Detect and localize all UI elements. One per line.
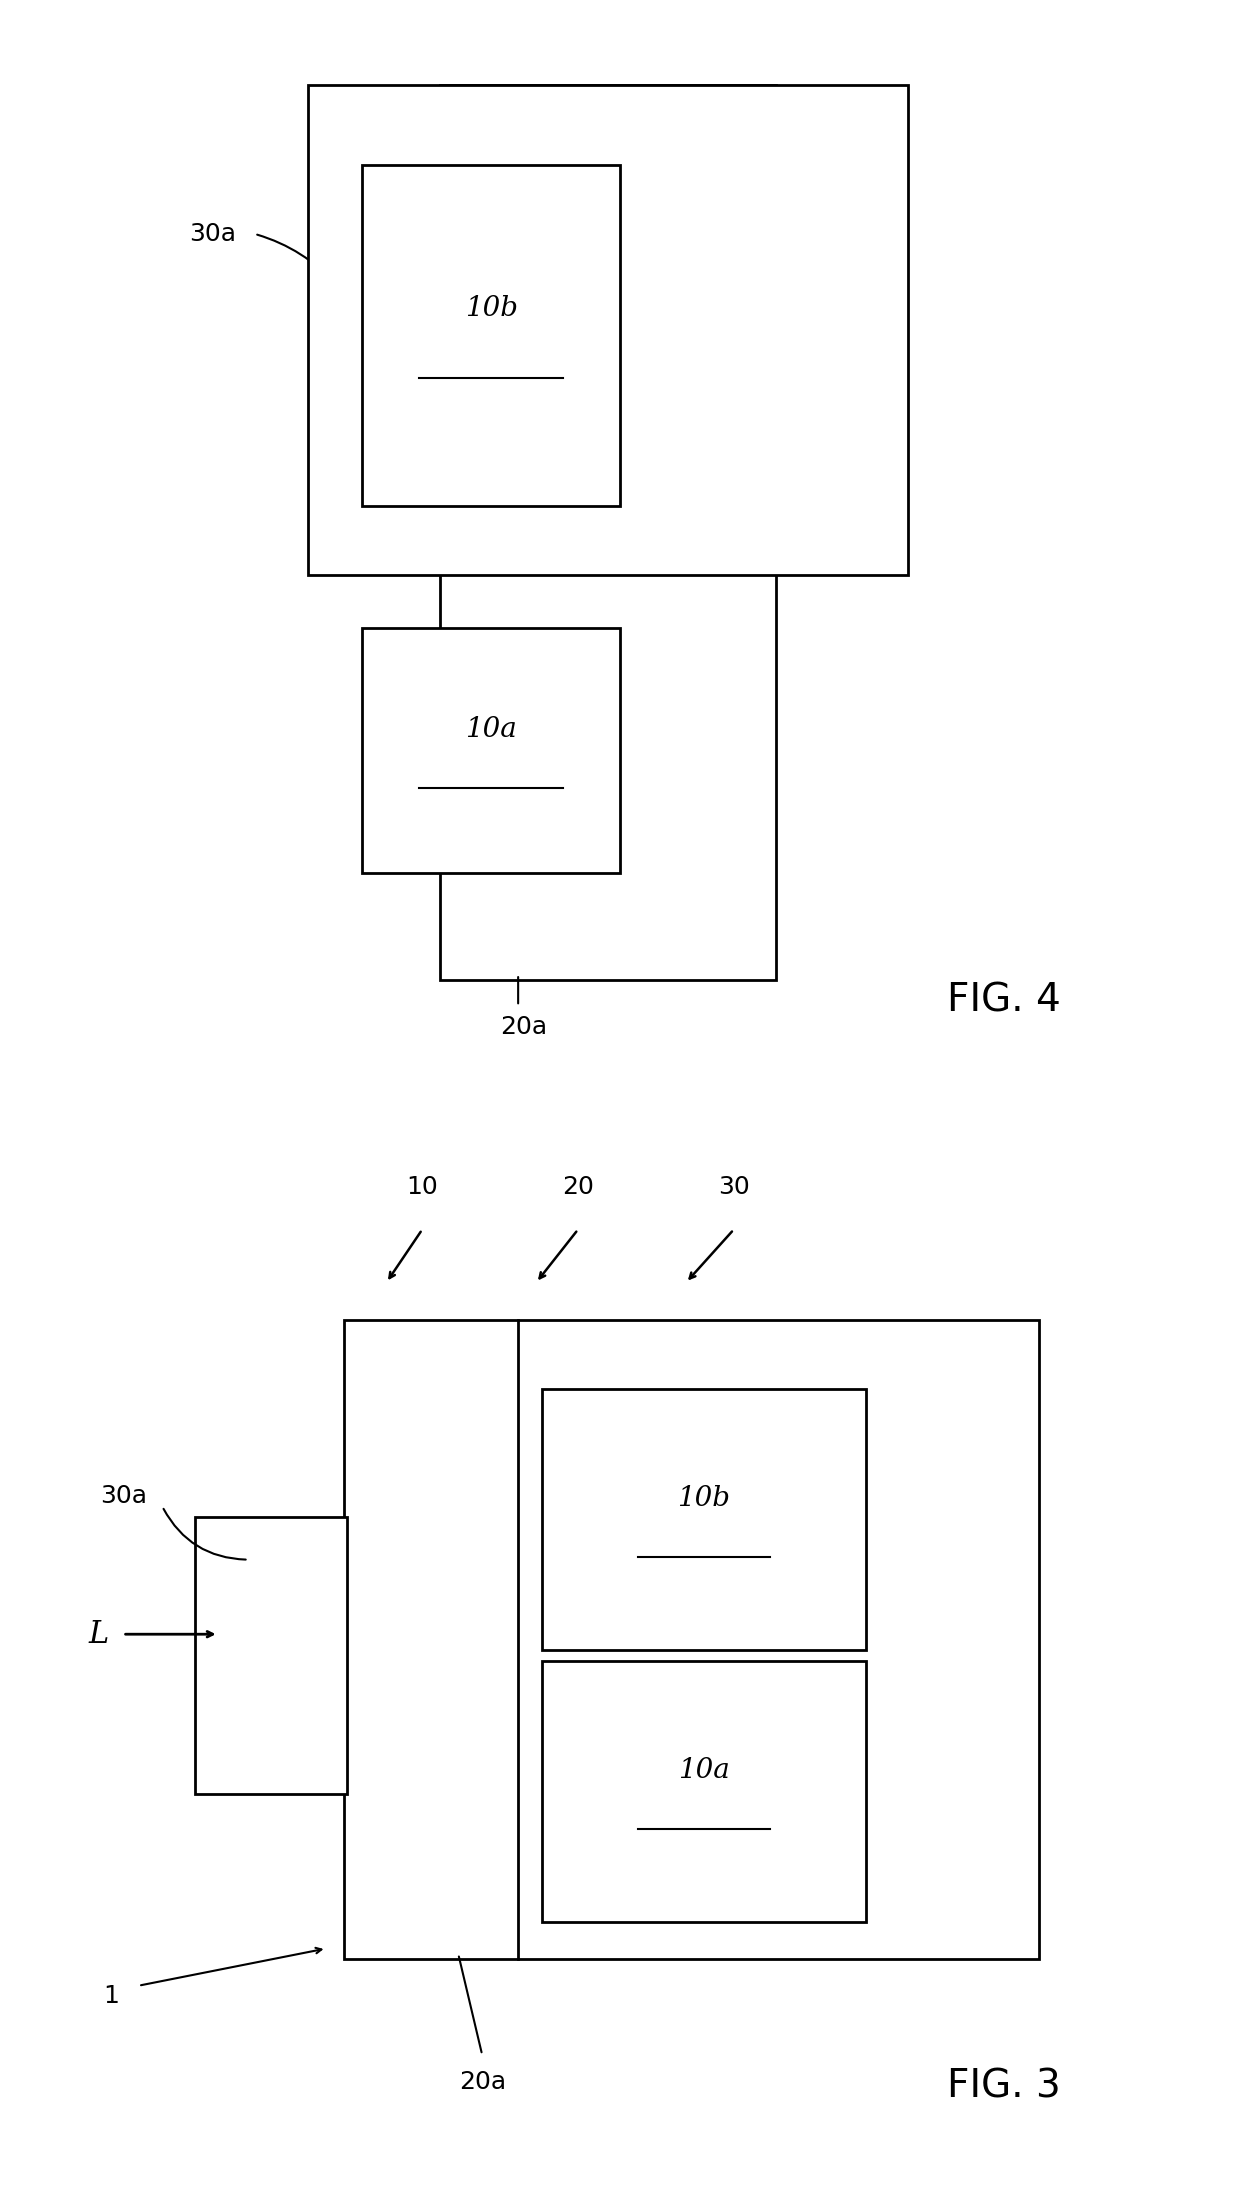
Text: L: L bbox=[88, 1618, 109, 1649]
Text: 10a: 10a bbox=[678, 1757, 730, 1783]
Bar bbox=[345, 1320, 1039, 1958]
Text: 20a: 20a bbox=[501, 1015, 548, 1039]
Text: 30: 30 bbox=[718, 1175, 750, 1200]
Bar bbox=[440, 86, 776, 213]
Bar bbox=[362, 164, 620, 507]
Bar bbox=[542, 1388, 866, 1649]
Text: 30a: 30a bbox=[190, 221, 237, 246]
Text: 10b: 10b bbox=[677, 1485, 730, 1511]
Text: 1: 1 bbox=[103, 1985, 119, 2009]
Bar bbox=[309, 86, 908, 575]
Text: FIG. 3: FIG. 3 bbox=[946, 2068, 1060, 2105]
Bar bbox=[542, 1660, 866, 1921]
Bar bbox=[362, 627, 620, 873]
Text: FIG. 4: FIG. 4 bbox=[946, 982, 1060, 1020]
Text: 10: 10 bbox=[407, 1175, 438, 1200]
Text: 30a: 30a bbox=[99, 1485, 146, 1509]
Bar bbox=[440, 180, 776, 980]
Text: 20: 20 bbox=[562, 1175, 594, 1200]
Text: 10b: 10b bbox=[465, 294, 517, 322]
Bar bbox=[195, 1518, 347, 1794]
Text: 10a: 10a bbox=[465, 715, 517, 743]
Text: 20a: 20a bbox=[459, 2070, 506, 2094]
